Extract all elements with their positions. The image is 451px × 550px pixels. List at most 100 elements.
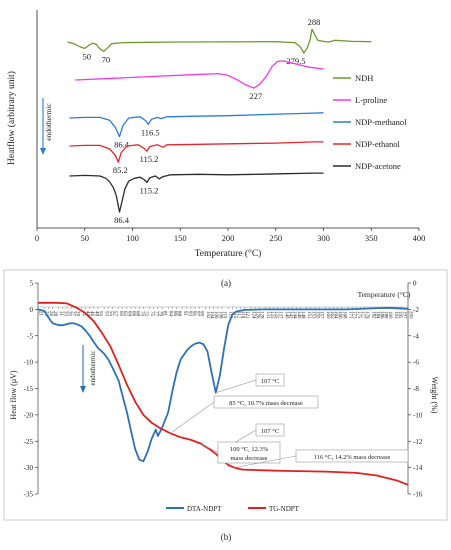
panel-b-left-tick-label: -30: [24, 464, 34, 472]
panel-b-endothermic-indicator: endothermic: [80, 345, 97, 393]
panel-b-right-tick-label: -6: [413, 359, 419, 367]
panel-a-caption: (a): [221, 278, 231, 288]
panel-b-x-tick-label: 26: [48, 311, 53, 317]
panel-b-left-tick-label: -20: [24, 411, 34, 419]
panel-b-x-tick-label: 157: [319, 311, 324, 319]
panel-a-x-axis-label: Temperature (°C): [195, 248, 262, 259]
panel-b-annotation-leader: [170, 401, 215, 434]
panel-a-x-tick-label: 50: [81, 233, 90, 243]
panel-a-series: 50 70 279.5 288 227 86.4 116.5 85.2 115.2 86.4 115…: [67, 17, 372, 225]
panel-a-peak-label: 115.2: [140, 185, 159, 195]
panel-b-annotations: 107 °C 85 °C, 10.7% mass decrease 107 °C 10…: [170, 373, 409, 468]
panel-b-series: [37, 301, 409, 486]
panel-b-endothermic-label: endothermic: [89, 351, 97, 386]
panel-b-annotation-text: 116 °C, 14.2% mass decrease: [314, 454, 391, 461]
panel-b-annotation-box: [255, 423, 285, 437]
panel-a-series-line: [69, 172, 324, 213]
panel-b-annotation-leader: [215, 379, 257, 394]
panel-b-annotation-box: [217, 441, 281, 464]
panel-b-annotation-text: 107 °C: [261, 428, 279, 435]
panel-b-x-tick-label: 64: [126, 311, 131, 317]
panel-a-peak-label: 227: [249, 91, 262, 101]
panel-b-x-tick-label: 128: [259, 311, 264, 319]
panel-b-x-tick-label: 188: [383, 311, 388, 319]
panel-b-x-tick-label: 179: [364, 311, 369, 319]
panel-b-x-tick-label: 173: [352, 311, 357, 319]
panel-b-x-tick-label: 146: [296, 311, 301, 319]
panel-b-right-tick-label: -10: [413, 411, 423, 419]
panel-b-x-tick-label: 142: [288, 311, 293, 319]
panel-b-x-tick-label: 140: [283, 311, 288, 319]
panel-b-x-tick-label: 133: [269, 311, 274, 319]
panel-b-x-tick-label: 77: [153, 311, 158, 317]
panel-b-x-tick-label: 57: [112, 311, 117, 317]
panel-b-annotation: 100 °C, 12.3% mass decrease: [201, 441, 281, 464]
panel-a-peak-label: 116.5: [141, 127, 160, 137]
panel-b-x-tick-label: 79: [157, 311, 162, 317]
panel-b-x-tick-label: 86: [172, 311, 177, 317]
panel-b-right-tick-label: -4: [413, 332, 419, 340]
panel-b-left-ticks: 5 0 -5 -10 -15 -20 -25 -30 -35: [24, 280, 38, 499]
panel-b-x-tick-label: 75: [149, 311, 154, 317]
panel-b-right-tick-label: -2: [413, 306, 419, 314]
panel-b-legend: DTA-NDPT TG-NDPT: [166, 505, 300, 513]
panel-b-x-tick-label: 175: [356, 311, 361, 319]
panel-b-annotation: 107 °C: [215, 373, 285, 394]
panel-b-x-tick-label: 37: [71, 311, 76, 317]
panel-b-x-tick-label: 184: [374, 311, 379, 319]
panel-a-x-tick-label: 250: [269, 233, 282, 243]
panel-b-x-tick-label: 160: [325, 311, 330, 319]
panel-b-x-tick-label: 126: [255, 311, 260, 319]
panel-b-x-tick-label: 193: [393, 311, 398, 319]
panel-b-x-tick-label: 28: [52, 311, 57, 317]
panel-b-right-ticks: 0 -2 -4 -6 -8 -10 -12 -14 -16: [408, 280, 423, 499]
panel-b-x-tick-label: 60: [118, 311, 123, 317]
panel-b-annotation-text: mass decrease: [231, 455, 268, 462]
panel-a-peak-label: 86.4: [114, 140, 130, 150]
panel-b-series-line: [37, 306, 409, 463]
panel-b-x-tick-label: 110: [221, 311, 226, 319]
panel-b-x-tick-label: 162: [329, 311, 334, 319]
panel-b-x-tick-label: 177: [360, 311, 365, 319]
panel-b-annotation: 85 °C, 10.7% mass decrease: [170, 395, 319, 434]
panel-b-x-tick-label: 131: [265, 311, 270, 319]
panel-b-x-tick-label: 31: [58, 311, 63, 317]
panel-b-x-tick-label: 70: [139, 311, 144, 317]
panel-b-x-tick-label: 102: [205, 311, 210, 319]
panel-b-x-tick-label: 88: [176, 311, 181, 317]
panel-b-x-tick-label: 119: [240, 311, 245, 319]
panel-b-x-tick-label: 182: [370, 311, 375, 319]
panel-b-x-tick-label: 39: [75, 311, 80, 317]
panel-b-caption: (b): [221, 532, 232, 542]
panel-a-series-line: [69, 112, 324, 138]
panel-b-x-tick-label: 46: [89, 311, 94, 317]
endothermic-arrowhead-icon: [80, 386, 86, 393]
panel-b-left-tick-label: 5: [30, 280, 34, 288]
panel-b-x-tick-label: 84: [168, 311, 173, 317]
panel-a-legend: NDH L-proline NDP-methanol NDP-ethanol NDP-a…: [333, 73, 407, 171]
panel-b-right-tick-label: -12: [413, 438, 423, 446]
panel-a-x-tick-label: 200: [222, 233, 235, 243]
panel-b-x-tick-label: 166: [337, 311, 342, 319]
panel-a-legend-label: NDP-methanol: [355, 117, 407, 127]
panel-a-peak-label: 288: [308, 17, 321, 27]
panel-b-annotation-leader: [234, 455, 297, 468]
panel-b-x-tick-label: 81: [162, 311, 167, 317]
panel-b-x-tick-label: 113: [228, 311, 233, 319]
panel-b-left-tick-label: -10: [24, 359, 34, 367]
panel-b-x-tick-label: 50: [97, 311, 102, 317]
panel-b-left-tick-label: -5: [27, 332, 33, 340]
panel-a-series-line: [67, 28, 372, 54]
panel-b-x-tick-label: 91: [182, 311, 187, 317]
panel-b-x-tick-label: 117: [236, 311, 241, 319]
panel-a-legend-label: NDP-ethanol: [355, 139, 400, 149]
panel-b-x-tick-label: 137: [277, 311, 282, 319]
panel-b-x-tick-label: 44: [85, 311, 90, 317]
panel-b-x-tick-label: 42: [81, 311, 86, 317]
panel-b-x-tick-label: 95: [190, 311, 195, 317]
panel-b-legend-label: DTA-NDPT: [187, 505, 222, 513]
panel-b-x-tick-label: 108: [217, 311, 222, 319]
panel-a-peak-label: 115.2: [140, 154, 159, 164]
panel-a-peak-label: 279.5: [286, 56, 305, 66]
